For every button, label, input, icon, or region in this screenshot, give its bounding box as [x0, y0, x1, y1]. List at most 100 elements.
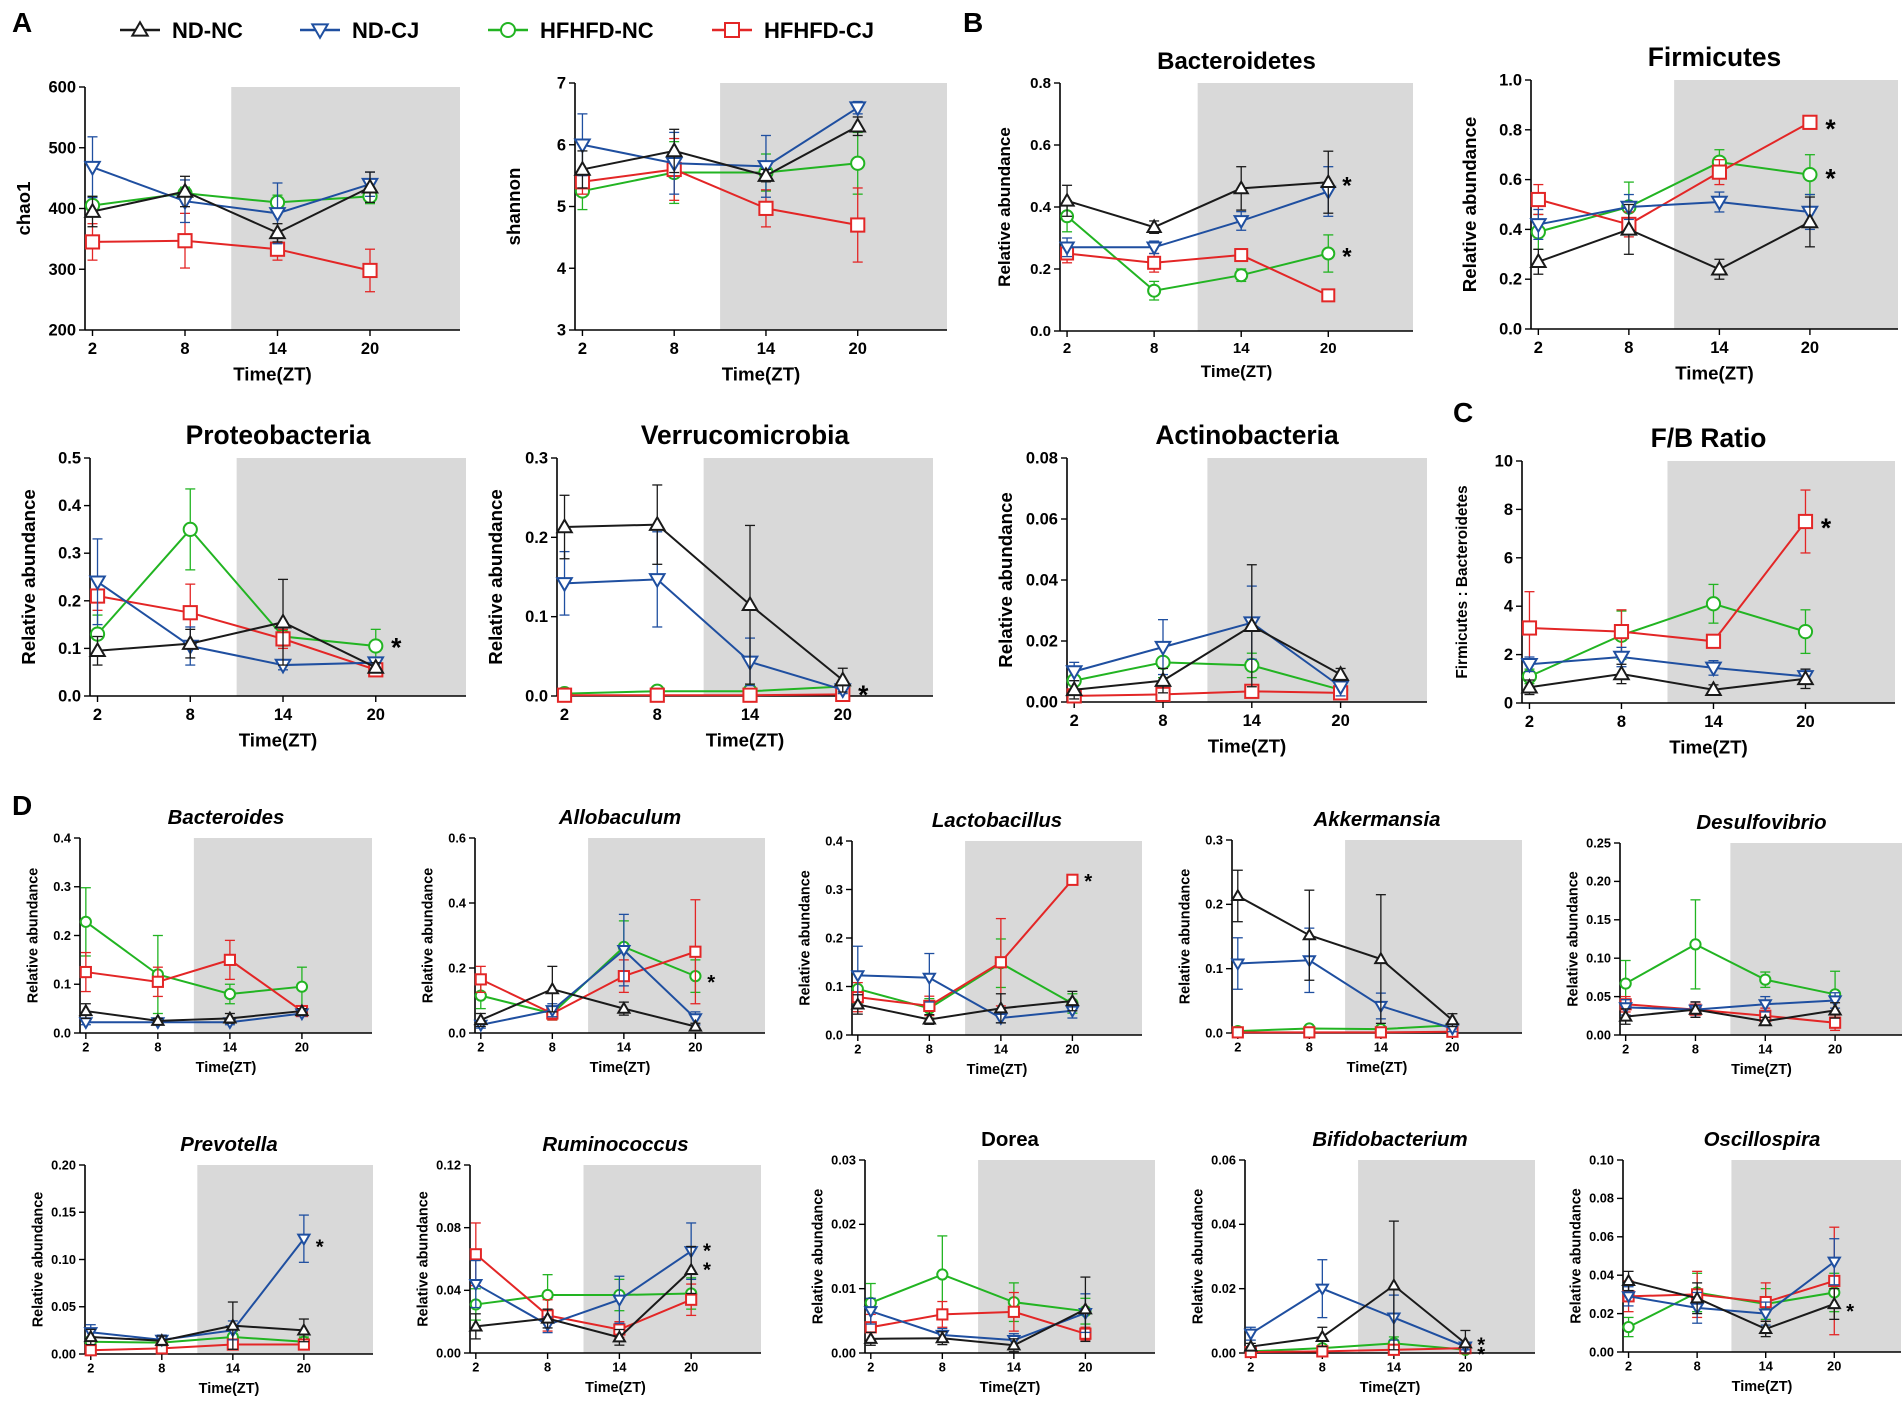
series-line [97, 595, 377, 671]
x-tick-label: 14 [757, 340, 776, 358]
x-axis-label: Time(ZT) [1201, 362, 1272, 381]
chart-allobaculum: 0.0 0.2 0.4 0.6 2 8 14 20 Time(ZT) Relative abund… [421, 807, 765, 1076]
x-tick-label: 2 [1063, 340, 1071, 357]
x-tick-label: 20 [688, 1040, 702, 1055]
data-point [1530, 191, 1546, 208]
x-tick-label: 14 [268, 340, 287, 358]
y-tick-label: 0.04 [436, 1283, 462, 1298]
significance-star: * [1477, 1334, 1485, 1356]
x-axis-label: Time(ZT) [1669, 737, 1748, 758]
series-line [1250, 1287, 1466, 1348]
y-tick-label: 0.4 [53, 830, 72, 845]
x-tick-label: 2 [477, 1040, 484, 1055]
data-point [863, 1306, 879, 1319]
y-tick-label: 0.4 [1499, 221, 1523, 239]
significance-star: * [703, 1241, 711, 1263]
y-tick-label: 2 [1504, 646, 1513, 664]
x-tick-label: 14 [1233, 340, 1250, 357]
y-tick-label: 8 [1504, 501, 1513, 519]
x-axis-label: Time(ZT) [239, 730, 318, 751]
y-tick-label: 0.03 [831, 1152, 856, 1167]
figure-legend: ND-NC ND-CJ HFHFD-NC HFHFD-CJ [120, 18, 874, 43]
y-tick-label: 6 [1504, 549, 1513, 567]
series-line [1237, 895, 1454, 1021]
data-point [1386, 1277, 1402, 1291]
dark-phase-shading [1730, 843, 1902, 1035]
data-point [268, 207, 287, 223]
y-tick-label: 0.6 [1499, 171, 1522, 189]
y-tick-label: 0.3 [525, 450, 548, 468]
x-tick-label: 2 [88, 340, 97, 358]
data-point [269, 241, 286, 257]
legend-label-hfhfd-cj: HFHFD-CJ [764, 18, 874, 43]
y-tick-label: 0.02 [1211, 1281, 1236, 1296]
chart-title: Actinobacteria [1155, 420, 1339, 450]
series-nd-nc [1058, 150, 1337, 235]
panel-letter-c: C [1453, 397, 1473, 428]
x-tick-label: 20 [1828, 1042, 1842, 1057]
series-line [90, 1343, 304, 1352]
significance-star: * [316, 1236, 324, 1258]
data-point [1058, 241, 1076, 256]
y-axis-label: Relative abundance [1459, 117, 1480, 293]
series-line [870, 1308, 1086, 1347]
data-point [848, 116, 867, 133]
x-tick-label: 14 [612, 1360, 627, 1375]
data-point [1234, 248, 1249, 263]
y-tick-label: 4 [1504, 598, 1514, 616]
data-point [1145, 218, 1163, 233]
series-nd-nc [1243, 1220, 1473, 1354]
x-tick-label: 14 [1374, 1040, 1389, 1055]
x-tick-label: 8 [154, 1040, 161, 1055]
data-point [1758, 1321, 1774, 1335]
data-point [1689, 938, 1702, 951]
data-point [648, 515, 667, 531]
series-line [857, 974, 1073, 1020]
data-point [994, 956, 1007, 969]
y-axis-label: Relative abundance [485, 489, 506, 665]
y-tick-label: 0.2 [53, 928, 71, 943]
data-point [1321, 246, 1336, 261]
series-nd-nc [78, 1003, 310, 1026]
data-point [83, 202, 102, 218]
chart-bifidobacterium: 0.00 0.02 0.04 0.06 2 8 14 20 Time(ZT) Relative a… [1191, 1129, 1535, 1396]
series-line [85, 921, 303, 996]
y-tick-label: 0.15 [51, 1205, 76, 1220]
chart-desulfovibrio: 0.00 0.05 0.10 0.15 0.20 0.25 2 8 14 20 Time(ZT) Re… [1566, 812, 1902, 1078]
y-tick-label: 0.02 [1026, 633, 1058, 651]
x-tick-label: 14 [1704, 713, 1723, 731]
series-line [85, 1010, 303, 1022]
series-line [1237, 959, 1453, 1030]
data-point [1827, 995, 1843, 1009]
data-point [689, 945, 702, 958]
y-tick-label: 0.6 [1030, 137, 1051, 154]
data-point [1230, 888, 1246, 902]
chart-prevotella: 0.00 0.05 0.10 0.15 0.20 2 8 14 20 Time(ZT) Relati… [31, 1134, 373, 1397]
x-tick-label: 20 [1078, 1360, 1092, 1375]
series-line [475, 1250, 692, 1326]
x-axis-label: Time(ZT) [1732, 1379, 1793, 1395]
data-point [78, 1017, 94, 1030]
chart-chao1: 200 300 400 500 600 2 8 14 20 Time(ZT) chao1 [13, 79, 460, 385]
data-point [1058, 192, 1076, 207]
series-line [475, 1292, 692, 1306]
y-tick-label: 0.00 [1026, 694, 1058, 712]
x-tick-label: 14 [1387, 1360, 1402, 1375]
data-point [848, 101, 867, 117]
y-tick-label: 0.04 [1026, 572, 1059, 590]
x-tick-label: 8 [549, 1040, 556, 1055]
legend-marker-hfhfd-nc [500, 22, 516, 38]
data-point [616, 1001, 632, 1014]
data-point [1301, 927, 1317, 941]
data-point [1231, 1026, 1244, 1039]
data-point [1006, 1337, 1022, 1351]
panel-letter-a: A [12, 7, 32, 38]
series-line [92, 186, 371, 234]
data-point [555, 517, 574, 534]
data-point [1065, 665, 1084, 681]
chart-title: Bacteroides [168, 807, 285, 829]
data-point [1704, 680, 1723, 696]
data-point [1373, 951, 1389, 965]
y-tick-label: 0.4 [1030, 199, 1052, 216]
series-line [1538, 221, 1811, 271]
